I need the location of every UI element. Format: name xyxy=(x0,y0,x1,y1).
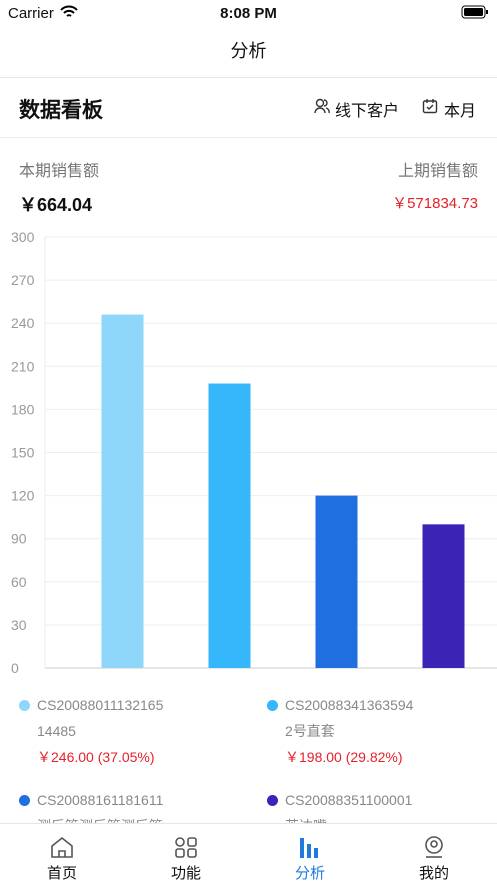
y-tick-label: 270 xyxy=(11,272,35,288)
legend-dot xyxy=(267,700,278,711)
home-icon xyxy=(51,836,73,858)
battery-icon xyxy=(461,5,488,19)
previous-label: 上期销售额 xyxy=(397,163,478,180)
bar xyxy=(208,383,251,668)
tab-label: 分析 xyxy=(294,865,325,882)
tab-label: 功能 xyxy=(170,865,201,882)
legend-value: ￥246.00 (37.05%) xyxy=(37,749,155,765)
status-bar: Carrier 8:08 PM xyxy=(0,0,497,28)
wifi-icon xyxy=(60,5,78,17)
y-tick-label: 240 xyxy=(11,315,35,331)
bar xyxy=(422,524,465,668)
tab[interactable]: 首页 xyxy=(0,824,124,883)
legend-item: CS2008801113216514485 ￥246.00 (37.05%) xyxy=(19,692,169,770)
y-tick-label: 30 xyxy=(11,617,27,633)
chart: 0 30 60 90 120 150 180 210 240 270 300 xyxy=(11,229,497,676)
y-tick-label: 150 xyxy=(11,445,35,461)
calendar-icon xyxy=(422,99,438,114)
legend-dot xyxy=(19,700,30,711)
current-value: ￥664.04 xyxy=(19,195,93,215)
header: 数据看板 线下客户 本月 xyxy=(0,78,497,138)
grid-icon xyxy=(175,837,197,858)
legend-value: ￥198.00 (29.82%) xyxy=(285,749,403,765)
y-tick-label: 120 xyxy=(11,488,35,504)
tab-label: 我的 xyxy=(418,865,449,882)
profile-icon xyxy=(425,836,443,858)
header-title: 数据看板 xyxy=(19,99,103,122)
current-label: 本期销售额 xyxy=(19,163,100,180)
bar xyxy=(101,314,144,668)
y-tick-label: 210 xyxy=(11,358,35,374)
legend-name: CS200883413635942号直套 xyxy=(285,697,414,739)
tab[interactable]: 我的 xyxy=(372,824,496,883)
y-tick-label: 180 xyxy=(11,401,35,417)
legend-dot xyxy=(19,795,30,806)
tab-bar: 首页 功能 分析 我的 xyxy=(0,823,497,883)
legend-item: CS200883413635942号直套 ￥198.00 (29.82%) xyxy=(267,692,417,770)
legend-dot xyxy=(267,795,278,806)
y-tick-label: 90 xyxy=(11,531,27,547)
nav-bar: 分析 xyxy=(0,28,497,78)
carrier: Carrier xyxy=(8,5,54,22)
nav-title: 分析 xyxy=(230,41,267,61)
period-filter[interactable]: 本月 xyxy=(444,103,477,120)
customer-filter[interactable]: 线下客户 xyxy=(335,103,400,120)
chart-icon xyxy=(300,838,318,858)
tab[interactable]: 分析 xyxy=(248,824,372,883)
previous-value: ￥571834.73 xyxy=(392,195,478,212)
customer-icon xyxy=(314,98,330,114)
y-tick-label: 60 xyxy=(11,574,27,590)
legend-name: CS2008801113216514485 xyxy=(37,697,164,739)
y-tick-label: 300 xyxy=(11,229,35,245)
y-tick-label: 0 xyxy=(11,660,19,676)
tab[interactable]: 功能 xyxy=(124,824,248,883)
tab-label: 首页 xyxy=(46,865,77,882)
bar xyxy=(315,495,358,668)
time: 8:08 PM xyxy=(220,5,277,22)
